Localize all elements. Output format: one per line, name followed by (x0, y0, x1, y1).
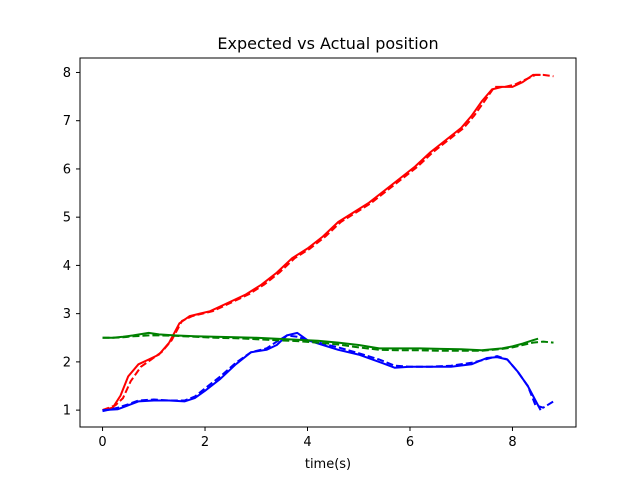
x-ticks: 0 2 4 6 8 (98, 427, 517, 450)
y-tick-label: 5 (63, 211, 71, 226)
y-tick-label: 8 (63, 66, 71, 81)
x-axis-label: time(s) (305, 457, 351, 472)
y-tick-label: 6 (63, 162, 71, 177)
axes-frame (79, 57, 577, 428)
series-layer (102, 73, 555, 413)
plot-area (102, 73, 555, 413)
x-tick-label: 0 (98, 435, 106, 450)
x-tick-label: 2 (201, 435, 209, 450)
chart-title: Expected vs Actual position (217, 34, 438, 53)
y-ticks: 1 2 3 4 5 6 7 8 (63, 66, 80, 419)
y-tick-label: 1 (63, 404, 71, 419)
x-tick-label: 6 (406, 435, 414, 450)
y-tick-label: 4 (63, 259, 71, 274)
series-line-1 (102, 73, 554, 412)
x-tick-label: 8 (508, 435, 516, 450)
y-tick-label: 2 (63, 355, 71, 370)
y-tick-label: 3 (63, 307, 71, 322)
x-tick-label: 4 (303, 435, 311, 450)
series-line-5 (102, 334, 554, 352)
y-tick-label: 7 (63, 114, 71, 129)
